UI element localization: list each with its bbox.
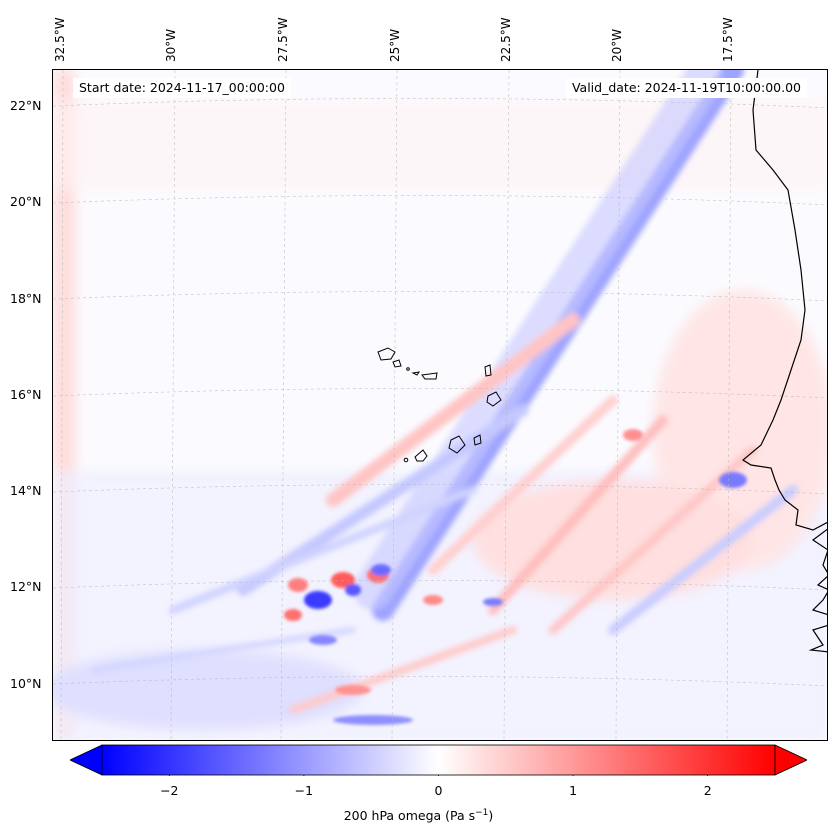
- colorbar-title: 200 hPa omega (Pa s−1): [0, 808, 837, 823]
- cape-verde-islands: [377, 347, 502, 463]
- lat-label-10n: 10°N: [10, 676, 42, 691]
- colorbar-extend-low: [70, 744, 103, 776]
- map-gridlines: [53, 70, 827, 740]
- lon-label-32-5w: 32.5°W: [53, 17, 67, 62]
- lat-label-20n: 20°N: [10, 194, 42, 209]
- colorbar-tick-label: 2: [703, 783, 712, 798]
- colorbar-tick-label: 0: [434, 783, 443, 798]
- lon-label-17-5w: 17.5°W: [721, 17, 735, 62]
- omega-shading-background: [53, 70, 827, 740]
- colorbar-gradient: [101, 744, 776, 776]
- omega-shading-bands: [90, 70, 798, 714]
- omega-field-map: [53, 70, 827, 740]
- colorbar-extend-high: [774, 744, 807, 776]
- lon-label-27-5w: 27.5°W: [276, 17, 290, 62]
- colorbar-title-exponent: −1: [475, 808, 489, 818]
- valid-date-label: Valid_date: 2024-11-19T10:00:00.00: [565, 78, 807, 98]
- start-date-label: Start date: 2024-11-17_00:00:00: [73, 78, 291, 98]
- lat-label-18n: 18°N: [10, 291, 42, 306]
- colorbar-ticks: [168, 775, 709, 776]
- lat-label-22n: 22°N: [10, 98, 42, 113]
- omega-shading-cells: [284, 429, 747, 725]
- lon-label-30w: 30°W: [164, 28, 178, 62]
- colorbar-tick-label: −1: [294, 783, 314, 798]
- lon-label-25w: 25°W: [388, 28, 402, 62]
- lon-label-20w: 20°W: [610, 28, 624, 62]
- map-panel: Start date: 2024-11-17_00:00:00 Valid_da…: [52, 69, 828, 741]
- colorbar-title-close: ): [488, 808, 494, 824]
- colorbar-tick-label: −2: [160, 783, 179, 798]
- lon-label-22-5w: 22.5°W: [499, 17, 513, 62]
- colorbar-tick-label: 1: [569, 783, 578, 798]
- lat-label-14n: 14°N: [10, 483, 42, 498]
- lat-label-12n: 12°N: [10, 579, 42, 594]
- colorbar: [70, 744, 807, 776]
- lat-label-16n: 16°N: [10, 387, 42, 402]
- coastline-africa: [741, 70, 827, 653]
- colorbar-title-text: 200 hPa omega (Pa s: [343, 808, 476, 824]
